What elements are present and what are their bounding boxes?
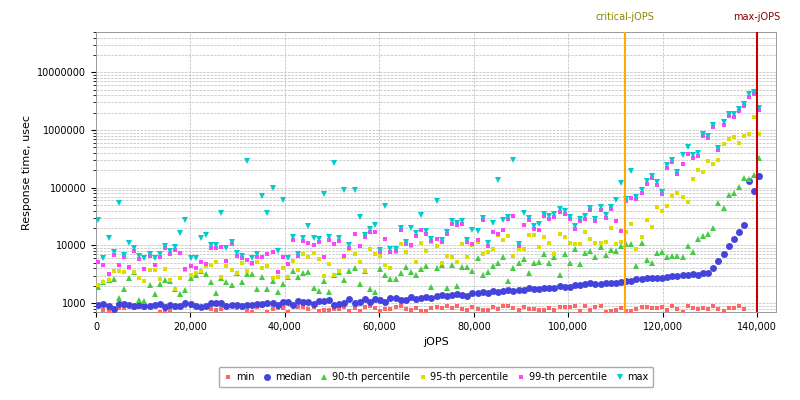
median: [381, 299, 390, 304]
max: [586, 205, 595, 210]
median: [586, 281, 595, 286]
min: [278, 306, 288, 310]
Line: median: median: [95, 173, 763, 312]
median: [534, 287, 544, 292]
95-th percentile: [750, 115, 759, 120]
95-th percentile: [754, 132, 764, 137]
99-th percentile: [381, 236, 390, 241]
median: [754, 174, 764, 179]
Line: 95-th percentile: 95-th percentile: [96, 115, 762, 291]
min: [754, 175, 764, 180]
90-th percentile: [140, 298, 150, 303]
99-th percentile: [754, 108, 764, 112]
median: [109, 306, 118, 311]
min: [616, 306, 626, 310]
90-th percentile: [534, 259, 544, 264]
99-th percentile: [616, 229, 626, 234]
Line: 99-th percentile: 99-th percentile: [96, 92, 762, 276]
min: [442, 304, 452, 308]
max: [534, 222, 544, 226]
90-th percentile: [616, 243, 626, 248]
95-th percentile: [278, 265, 288, 270]
max: [442, 229, 452, 234]
Y-axis label: Response time, usec: Response time, usec: [22, 114, 32, 230]
90-th percentile: [586, 249, 595, 254]
95-th percentile: [442, 254, 452, 259]
Line: min: min: [96, 176, 762, 314]
max: [94, 218, 103, 222]
min: [586, 307, 595, 312]
median: [94, 302, 103, 307]
99-th percentile: [278, 254, 288, 259]
99-th percentile: [534, 228, 544, 233]
max: [381, 204, 390, 209]
Text: max-jOPS: max-jOPS: [734, 12, 781, 22]
Text: critical-jOPS: critical-jOPS: [595, 12, 654, 22]
99-th percentile: [750, 92, 759, 96]
95-th percentile: [381, 263, 390, 268]
min: [155, 310, 165, 314]
min: [94, 304, 103, 308]
90-th percentile: [754, 156, 764, 160]
min: [534, 308, 544, 313]
95-th percentile: [170, 286, 180, 291]
99-th percentile: [94, 260, 103, 264]
max: [278, 198, 288, 202]
99-th percentile: [586, 208, 595, 212]
Line: max: max: [95, 88, 763, 262]
90-th percentile: [381, 273, 390, 278]
median: [442, 294, 452, 298]
max: [750, 89, 759, 94]
Line: 90-th percentile: 90-th percentile: [95, 154, 763, 304]
95-th percentile: [616, 239, 626, 244]
Legend: min, median, 90-th percentile, 95-th percentile, 99-th percentile, max: min, median, 90-th percentile, 95-th per…: [218, 367, 654, 387]
95-th percentile: [586, 236, 595, 241]
95-th percentile: [534, 245, 544, 250]
X-axis label: jOPS: jOPS: [423, 337, 449, 347]
99-th percentile: [104, 271, 114, 276]
max: [754, 105, 764, 110]
90-th percentile: [278, 281, 288, 286]
90-th percentile: [442, 286, 452, 291]
median: [278, 300, 288, 305]
min: [381, 306, 390, 311]
90-th percentile: [94, 284, 103, 289]
max: [616, 180, 626, 185]
median: [616, 280, 626, 284]
99-th percentile: [442, 232, 452, 236]
95-th percentile: [94, 282, 103, 287]
max: [98, 256, 108, 260]
